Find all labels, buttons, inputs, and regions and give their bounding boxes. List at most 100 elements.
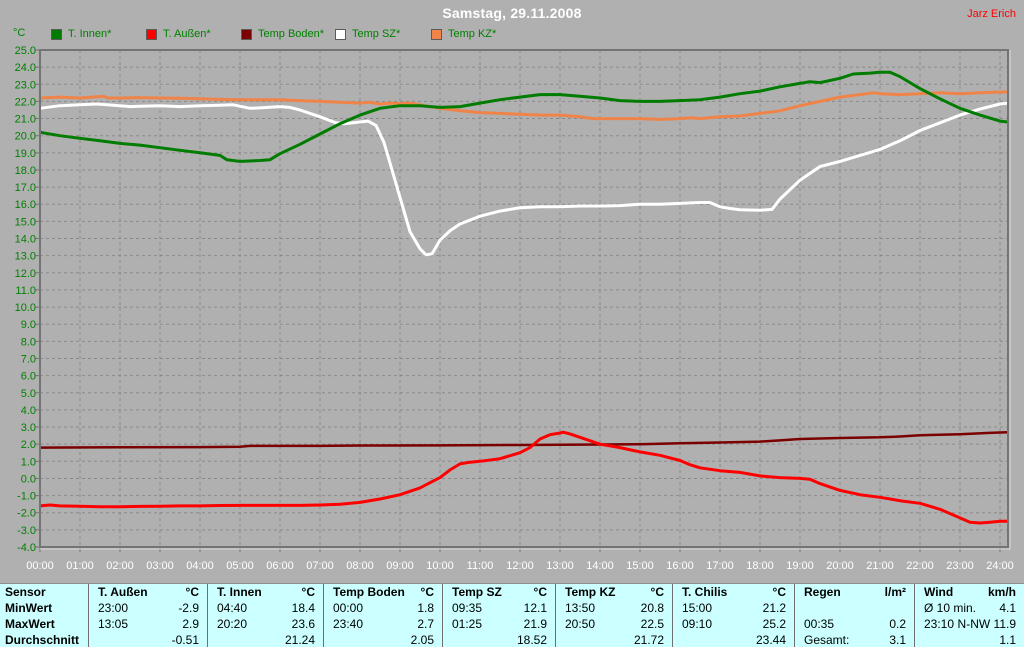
wind-row0-value: 4.1 xyxy=(999,600,1016,615)
legend-item-t-aussen[interactable]: T. Außen* xyxy=(146,27,211,41)
row-label-durchschnitt: Durchschnitt xyxy=(5,632,80,647)
col-header-temp-boden-time: Temp Boden xyxy=(333,584,405,599)
x-tick-label: 01:00 xyxy=(66,560,94,572)
col-header-temp-kz-value: °C xyxy=(650,584,664,599)
temp-sz-row0-value: 12.1 xyxy=(523,600,547,615)
x-tick-label: 03:00 xyxy=(146,560,174,572)
x-tick-label: 21:00 xyxy=(866,560,894,572)
x-tick-label: 22:00 xyxy=(906,560,934,572)
x-tick-label: 09:00 xyxy=(386,560,414,572)
col-header-t-au-en-time: T. Außen xyxy=(98,584,148,599)
table-col-t-innen: T. Innen °C 04:40 18.4 20:20 23.6 21.24 xyxy=(207,584,323,648)
col-header-regen-time: Regen xyxy=(804,584,841,599)
x-tick-label: 07:00 xyxy=(306,560,334,572)
table-col-regen: Regen l/m² 00:35 0.2 Gesamt: 3.1 xyxy=(794,584,914,648)
x-tick-label: 20:00 xyxy=(826,560,854,572)
col-header-t-chilis-time: T. Chilis xyxy=(682,584,728,599)
t-chilis-row0-time: 15:00 xyxy=(682,600,713,615)
regen-row0 xyxy=(795,600,914,616)
t-innen-row2: 21.24 xyxy=(208,632,323,648)
legend-label-temp-kz: Temp KZ* xyxy=(448,28,497,40)
x-tick-label: 14:00 xyxy=(586,560,614,572)
row-label-maxwert: MaxWert xyxy=(5,616,55,631)
frame-highlight xyxy=(40,50,1011,550)
temp-boden-row1-time: 23:40 xyxy=(333,616,364,631)
legend-swatch-temp-boden xyxy=(241,28,252,40)
temp-kz-row0-value: 20.8 xyxy=(640,600,664,615)
temp-sz-row0: 09:35 12.1 xyxy=(443,600,555,616)
temp-kz-row0: 13:50 20.8 xyxy=(556,600,672,616)
y-tick-label: 13.0 xyxy=(15,251,36,263)
series-temp-boden xyxy=(39,430,1009,449)
legend-item-t-innen[interactable]: T. Innen* xyxy=(51,27,111,41)
x-tick-label: 10:00 xyxy=(426,560,454,572)
y-tick-label: 9.0 xyxy=(21,319,36,331)
col-header-t-au-en: T. Außen °C xyxy=(89,584,207,600)
y-tick-label: 7.0 xyxy=(21,353,36,365)
x-tick-label: 23:00 xyxy=(946,560,974,572)
legend-swatch-temp-kz xyxy=(431,28,442,40)
wind-row1-value: N-NW 11.9 xyxy=(957,616,1016,631)
temp-kz-row0-time: 13:50 xyxy=(565,600,596,615)
legend-label-temp-boden: Temp Boden* xyxy=(258,28,325,40)
y-tick-label: 3.0 xyxy=(21,422,36,434)
regen-row1: 00:35 0.2 xyxy=(795,616,914,632)
table-col-temp-boden: Temp Boden °C 00:00 1.8 23:40 2.7 2.05 xyxy=(323,584,442,648)
y-tick-label: 8.0 xyxy=(21,336,36,348)
col-header-t-innen-value: °C xyxy=(301,584,315,599)
x-tick-label: 13:00 xyxy=(546,560,574,572)
legend-label-t-innen: T. Innen* xyxy=(68,28,112,40)
t-innen-row0: 04:40 18.4 xyxy=(208,600,323,616)
t-chilis-row1-value: 25.2 xyxy=(762,616,786,631)
t-au-en-row2-value: -0.51 xyxy=(171,632,199,647)
legend-swatch-temp-sz xyxy=(335,28,346,40)
regen-row1-time: 00:35 xyxy=(804,616,835,631)
y-tick-label: -1.0 xyxy=(17,491,36,503)
y-tick-label: -4.0 xyxy=(17,542,36,554)
t-chilis-row1: 09:10 25.2 xyxy=(673,616,794,632)
legend-item-temp-sz[interactable]: Temp SZ* xyxy=(335,27,400,41)
temp-boden-row1: 23:40 2.7 xyxy=(324,616,442,632)
temp-boden-row0-time: 00:00 xyxy=(333,600,364,615)
user-name-label: Jarz Erich xyxy=(967,8,1016,20)
y-tick-label: 18.0 xyxy=(15,165,36,177)
legend-item-temp-boden[interactable]: Temp Boden* xyxy=(241,27,324,41)
row-label-minwert: MinWert xyxy=(5,600,53,615)
col-header-t-chilis: T. Chilis °C xyxy=(673,584,794,600)
x-tick-label: 12:00 xyxy=(506,560,534,572)
x-axis-labels: 00:00 01:00 02:00 03:00 04:00 05:00 06:00 07:00… xyxy=(26,560,1014,572)
temp-kz-row1: 20:50 22.5 xyxy=(556,616,672,632)
row-label-sensor: Sensor xyxy=(5,584,46,599)
x-tick-label: 17:00 xyxy=(706,560,734,572)
temp-kz-row1-value: 22.5 xyxy=(640,616,664,631)
x-tick-label: 06:00 xyxy=(266,560,294,572)
y-tick-label: -2.0 xyxy=(17,508,36,520)
grid-lines xyxy=(40,50,1008,547)
col-header-temp-boden-value: °C xyxy=(420,584,434,599)
temp-sz-row2: 18.52 xyxy=(443,632,555,648)
temp-boden-row0-value: 1.8 xyxy=(417,600,434,615)
t-innen-row2-value: 21.24 xyxy=(284,632,315,647)
temp-boden-row0: 00:00 1.8 xyxy=(324,600,442,616)
col-header-temp-boden: Temp Boden °C xyxy=(324,584,442,600)
legend-item-temp-kz[interactable]: Temp KZ* xyxy=(431,27,496,41)
col-header-wind-time: Wind xyxy=(924,584,954,599)
table-col-t-chilis: T. Chilis °C 15:00 21.2 09:10 25.2 23.44 xyxy=(672,584,794,648)
y-tick-label: 14.0 xyxy=(15,234,36,246)
series-temp-kz xyxy=(39,90,1008,121)
temp-sz-row0-time: 09:35 xyxy=(452,600,483,615)
col-header-temp-sz-time: Temp SZ xyxy=(452,584,502,599)
axis-ticks xyxy=(35,49,1001,552)
wind-row2-value: 1.1 xyxy=(999,632,1016,647)
y-tick-label: 2.0 xyxy=(21,439,36,451)
x-tick-label: 08:00 xyxy=(346,560,374,572)
col-header-t-chilis-value: °C xyxy=(772,584,786,599)
temp-boden-row2-value: 2.05 xyxy=(410,632,434,647)
plot-frame xyxy=(39,49,1009,548)
y-tick-label: 19.0 xyxy=(15,148,36,160)
t-innen-row1-value: 23.6 xyxy=(291,616,315,631)
temp-kz-row2-value: 21.72 xyxy=(633,632,664,647)
table-col-wind: Wind km/h Ø 10 min. 4.1 23:10 N-NW 11.9 1.1 xyxy=(914,584,1024,648)
regen-row2: Gesamt: 3.1 xyxy=(795,632,914,648)
table-col-temp-kz: Temp KZ °C 13:50 20.8 20:50 22.5 21.72 xyxy=(555,584,672,648)
